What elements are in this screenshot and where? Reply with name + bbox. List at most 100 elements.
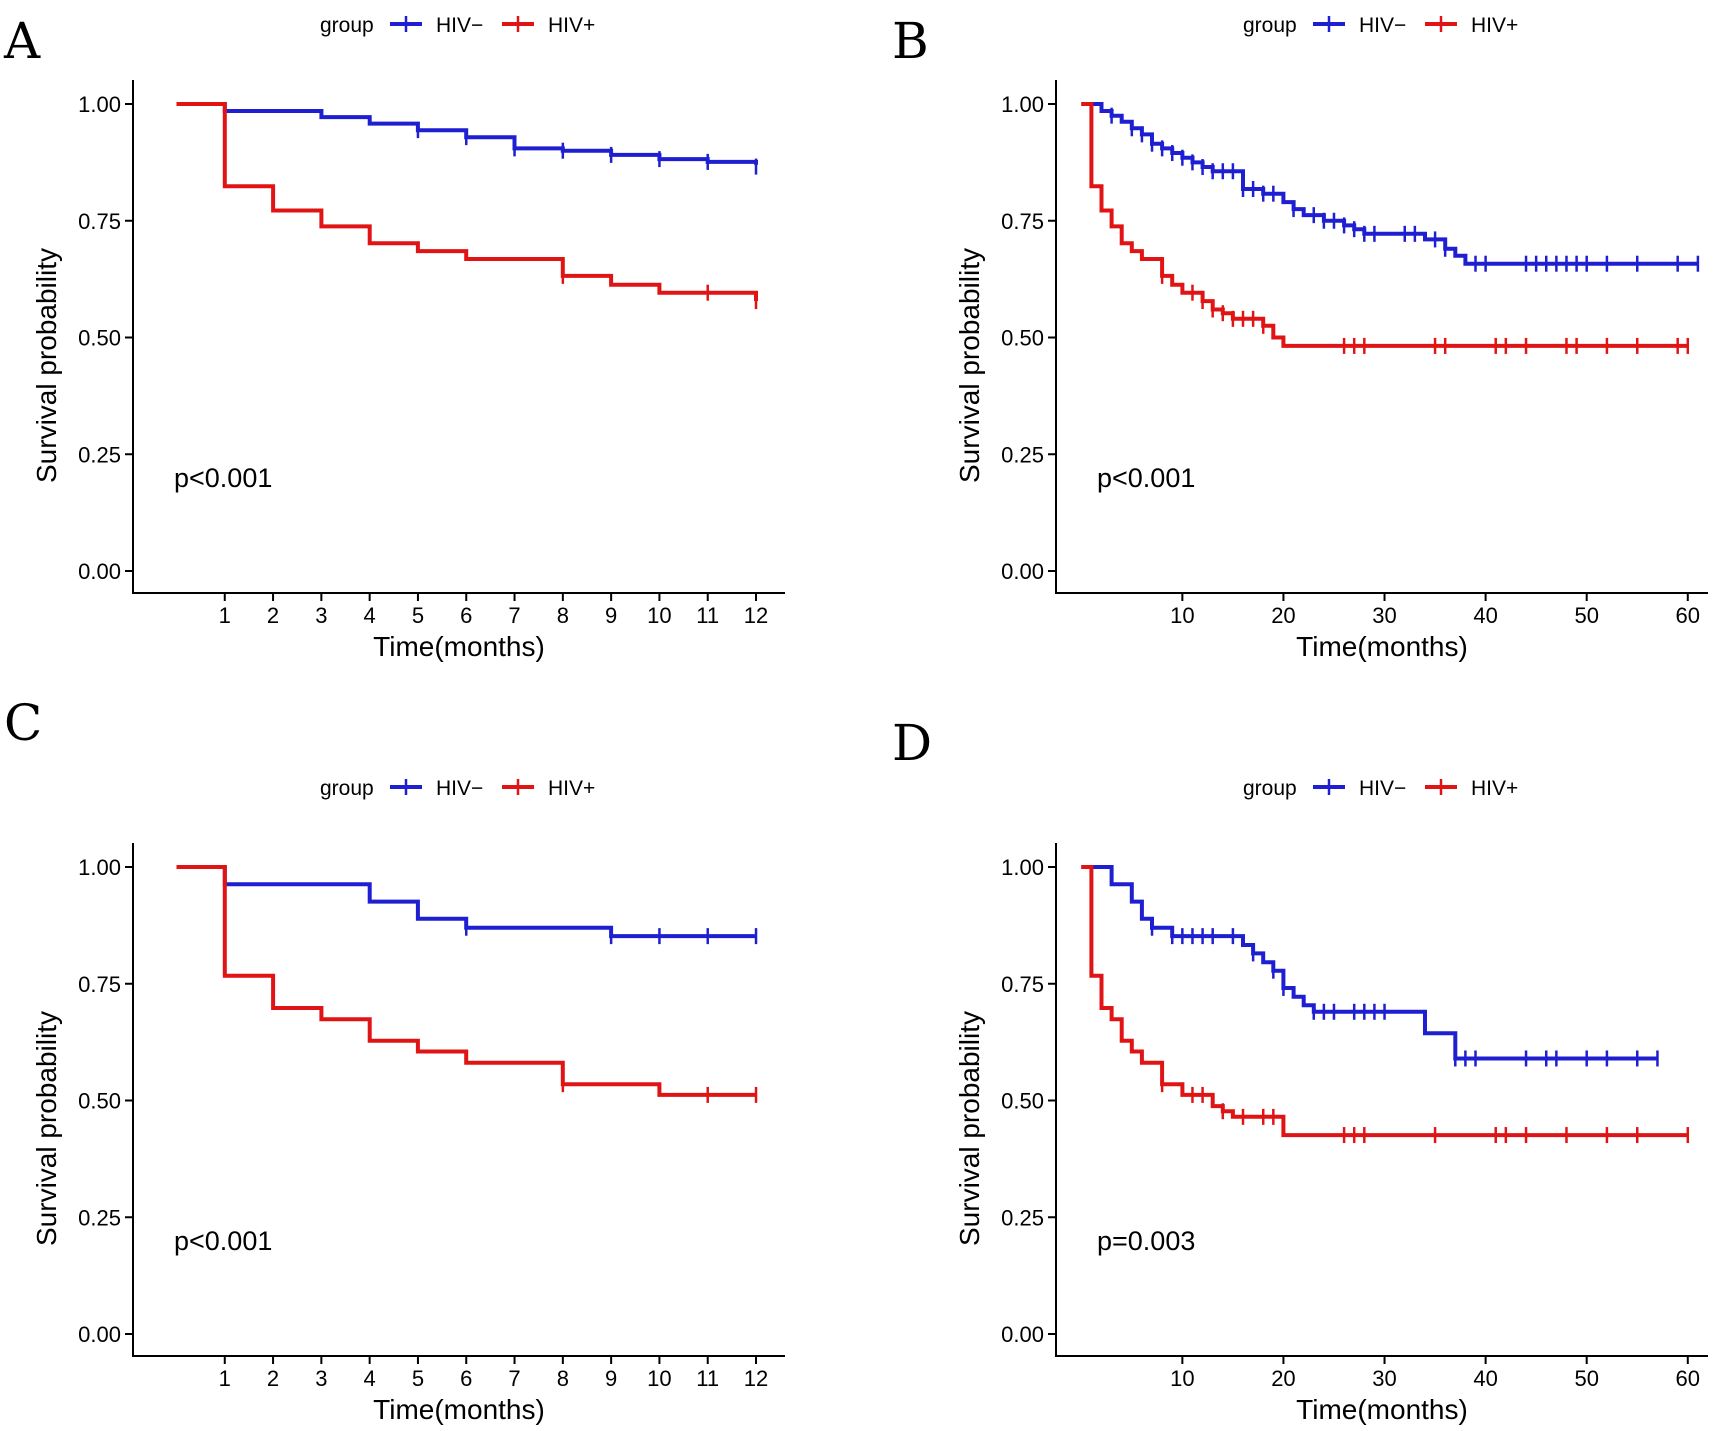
x-tick-label: 12 bbox=[744, 1366, 768, 1391]
x-tick-label: 4 bbox=[364, 603, 376, 628]
x-tick-label: 5 bbox=[412, 1366, 424, 1391]
legend-title: group bbox=[320, 777, 374, 800]
legend-title: group bbox=[1243, 14, 1297, 37]
x-tick-label: 10 bbox=[647, 603, 671, 628]
survival-curve-hiv-neg bbox=[1081, 865, 1658, 1061]
y-tick-label: 0.50 bbox=[78, 326, 121, 351]
y-tick-label: 0.25 bbox=[78, 1205, 121, 1230]
legend: group HIV− HIV+ bbox=[1243, 14, 1518, 37]
legend-entry: HIV+ bbox=[548, 777, 595, 800]
x-tick-label: 6 bbox=[460, 603, 472, 628]
x-tick-label: 2 bbox=[267, 1366, 279, 1391]
survival-curve-hiv-pos bbox=[1081, 102, 1688, 348]
legend-title: group bbox=[1243, 777, 1297, 800]
x-tick-label: 40 bbox=[1473, 603, 1497, 628]
y-tick-label: 1.00 bbox=[78, 92, 121, 117]
x-tick-label: 2 bbox=[267, 603, 279, 628]
x-tick-label: 8 bbox=[557, 1366, 569, 1391]
p-value-annotation: p<0.001 bbox=[1097, 463, 1195, 493]
y-tick-label: 0.00 bbox=[1001, 559, 1044, 584]
legend-entry: HIV− bbox=[436, 14, 483, 37]
y-tick-label: 0.50 bbox=[78, 1089, 121, 1114]
survival-curve-hiv-neg bbox=[1081, 102, 1698, 266]
y-axis-title: Survival probability bbox=[954, 1011, 985, 1246]
legend: group HIV− HIV+ bbox=[320, 777, 595, 800]
y-tick-label: 0.25 bbox=[1001, 442, 1044, 467]
y-axis-title: Survival probability bbox=[954, 248, 985, 483]
x-tick-label: 11 bbox=[696, 1366, 719, 1391]
y-tick-label: 0.75 bbox=[78, 209, 121, 234]
legend-entry: HIV+ bbox=[1471, 777, 1518, 800]
y-tick-label: 0.75 bbox=[1001, 209, 1044, 234]
x-axis-title: Time(months) bbox=[373, 1394, 545, 1425]
x-tick-label: 6 bbox=[460, 1366, 472, 1391]
x-tick-label: 50 bbox=[1574, 1366, 1598, 1391]
y-tick-label: 0.50 bbox=[1001, 1089, 1044, 1114]
y-tick-label: 0.25 bbox=[78, 442, 121, 467]
x-tick-label: 30 bbox=[1372, 603, 1396, 628]
y-tick-label: 0.00 bbox=[78, 559, 121, 584]
x-tick-label: 7 bbox=[508, 1366, 520, 1391]
x-axis-title: Time(months) bbox=[373, 631, 545, 662]
legend-entry: HIV+ bbox=[1471, 14, 1518, 37]
y-axis-title: Survival probability bbox=[31, 248, 62, 483]
y-tick-label: 0.75 bbox=[78, 972, 121, 997]
x-tick-label: 11 bbox=[696, 603, 719, 628]
y-tick-label: 0.25 bbox=[1001, 1205, 1044, 1230]
x-tick-label: 7 bbox=[508, 603, 520, 628]
p-value-annotation: p<0.001 bbox=[174, 1226, 272, 1256]
x-axis-title: Time(months) bbox=[1296, 631, 1468, 662]
y-axis-title: Survival probability bbox=[31, 1011, 62, 1246]
x-tick-label: 4 bbox=[364, 1366, 376, 1391]
y-tick-label: 0.00 bbox=[78, 1322, 121, 1347]
p-value-annotation: p=0.003 bbox=[1097, 1226, 1195, 1256]
survival-curve-hiv-pos bbox=[1081, 865, 1688, 1138]
legend-entry: HIV− bbox=[1359, 14, 1406, 37]
survival-curve-hiv-neg bbox=[176, 102, 758, 165]
survival-curve-hiv-pos bbox=[176, 102, 758, 302]
x-tick-label: 30 bbox=[1372, 1366, 1396, 1391]
legend-entry: HIV− bbox=[1359, 777, 1406, 800]
x-axis-title: Time(months) bbox=[1296, 1394, 1468, 1425]
x-tick-label: 8 bbox=[557, 603, 569, 628]
x-tick-label: 10 bbox=[1170, 603, 1194, 628]
y-tick-label: 1.00 bbox=[78, 855, 121, 880]
x-tick-label: 5 bbox=[412, 603, 424, 628]
x-tick-label: 20 bbox=[1271, 1366, 1295, 1391]
y-tick-label: 0.75 bbox=[1001, 972, 1044, 997]
legend-title: group bbox=[320, 14, 374, 37]
x-tick-label: 40 bbox=[1473, 1366, 1497, 1391]
x-tick-label: 10 bbox=[1170, 1366, 1194, 1391]
x-tick-label: 9 bbox=[605, 603, 617, 628]
p-value-annotation: p<0.001 bbox=[174, 463, 272, 493]
panel-letter: D bbox=[892, 714, 932, 772]
x-tick-label: 20 bbox=[1271, 603, 1295, 628]
legend: group HIV− HIV+ bbox=[320, 14, 595, 37]
x-tick-label: 3 bbox=[315, 1366, 327, 1391]
x-tick-label: 9 bbox=[605, 1366, 617, 1391]
y-tick-label: 1.00 bbox=[1001, 855, 1044, 880]
x-tick-label: 60 bbox=[1676, 1366, 1700, 1391]
x-tick-label: 1 bbox=[219, 603, 231, 628]
x-tick-label: 60 bbox=[1676, 603, 1700, 628]
panel-letter: B bbox=[892, 12, 929, 70]
x-tick-label: 50 bbox=[1574, 603, 1598, 628]
legend: group HIV− HIV+ bbox=[1243, 777, 1518, 800]
x-tick-label: 3 bbox=[315, 603, 327, 628]
legend-entry: HIV− bbox=[436, 777, 483, 800]
survival-curve-hiv-pos bbox=[176, 865, 756, 1097]
x-tick-label: 12 bbox=[744, 603, 768, 628]
y-tick-label: 0.50 bbox=[1001, 326, 1044, 351]
x-tick-label: 10 bbox=[647, 1366, 671, 1391]
x-tick-label: 1 bbox=[219, 1366, 231, 1391]
y-tick-label: 0.00 bbox=[1001, 1322, 1044, 1347]
legend-entry: HIV+ bbox=[548, 14, 595, 37]
panel-letter: A bbox=[3, 12, 41, 70]
y-tick-label: 1.00 bbox=[1001, 92, 1044, 117]
panel-letter: C bbox=[4, 694, 42, 752]
